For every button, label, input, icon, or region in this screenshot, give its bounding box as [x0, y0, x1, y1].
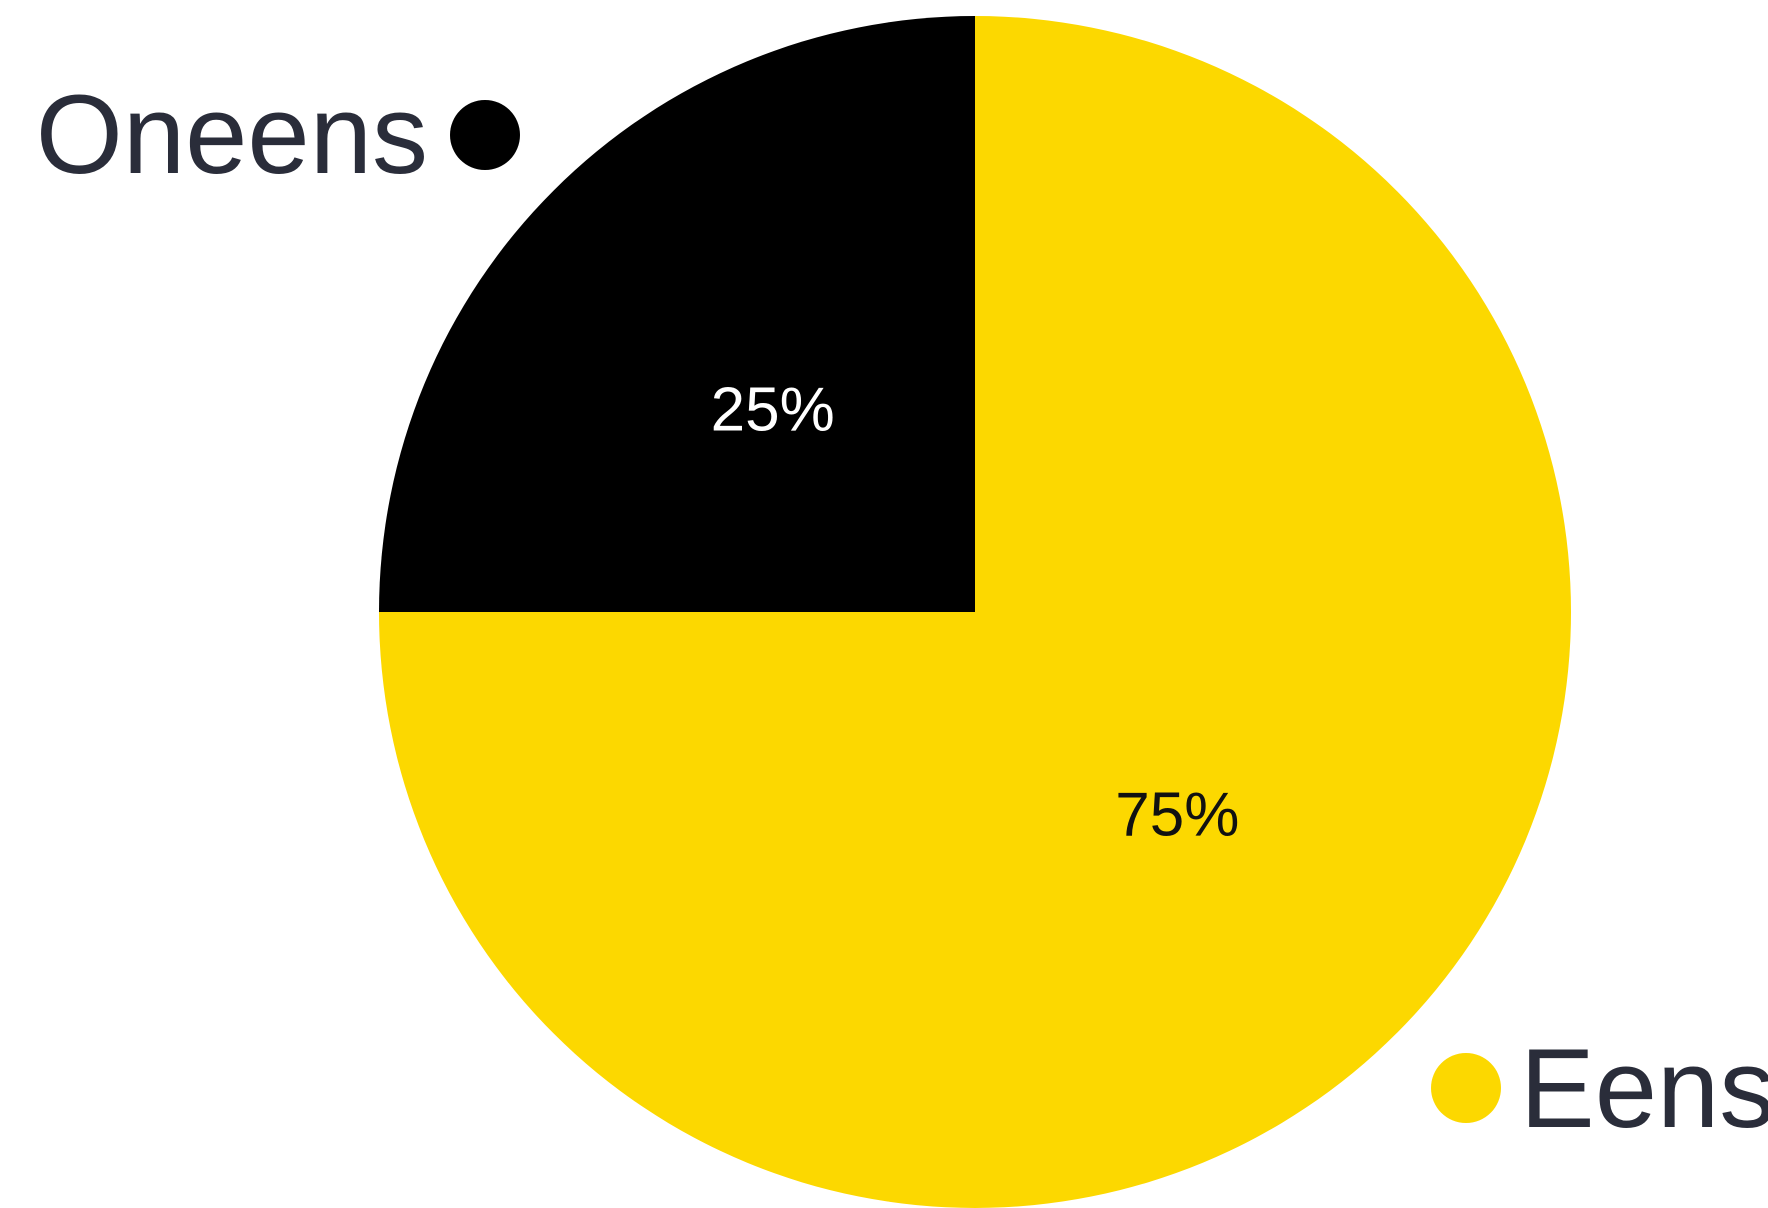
slice-label-eens: 75%	[1115, 780, 1239, 849]
pie-slice-oneens	[379, 16, 975, 612]
slice-label-oneens: 25%	[711, 376, 835, 445]
legend-marker-oneens	[450, 100, 520, 170]
legend-label-oneens: Oneens	[36, 72, 428, 197]
pie-slices	[379, 16, 1571, 1208]
legend-eens: Eens	[1431, 1026, 1768, 1151]
legend-label-eens: Eens	[1520, 1026, 1768, 1151]
slice-labels: 75% 25%	[711, 376, 1240, 850]
legend-marker-eens	[1431, 1053, 1501, 1123]
legend-oneens: Oneens	[36, 72, 520, 197]
